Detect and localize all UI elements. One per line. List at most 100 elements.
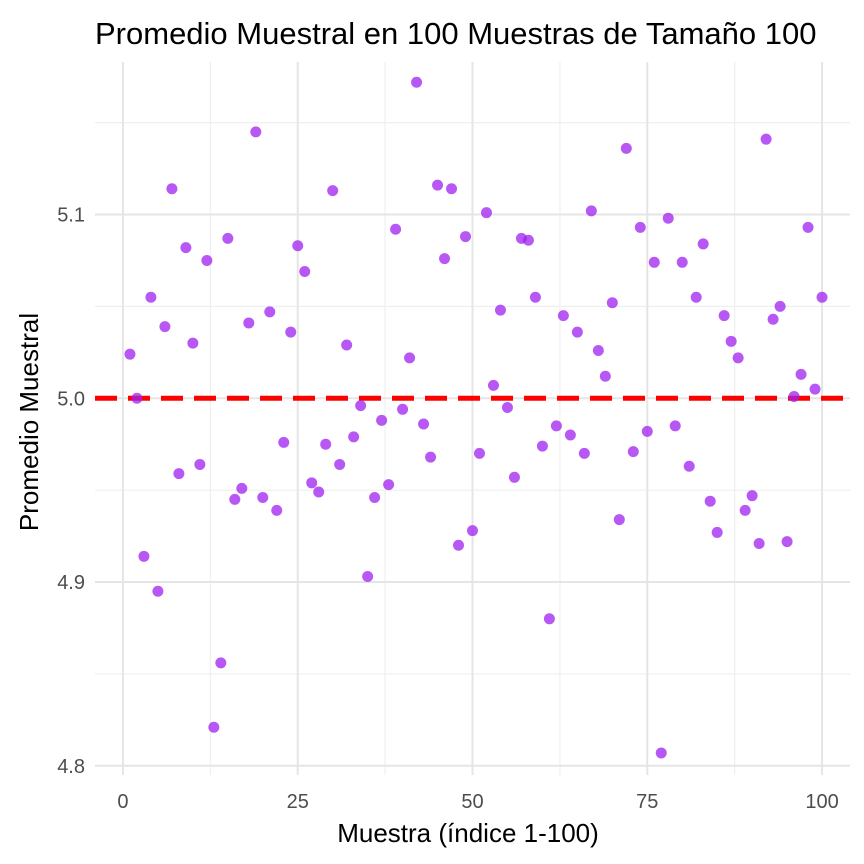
data-point bbox=[655, 747, 667, 759]
data-point bbox=[131, 392, 143, 404]
data-point bbox=[215, 657, 227, 669]
data-point bbox=[690, 291, 702, 303]
data-point bbox=[627, 446, 639, 458]
y-tick-labels: 4.8 4.9 5.0 5.1 bbox=[57, 205, 85, 778]
data-point bbox=[460, 231, 472, 243]
data-point bbox=[159, 321, 171, 333]
data-point bbox=[809, 383, 821, 395]
y-tick-label: 5.0 bbox=[57, 388, 85, 410]
data-point bbox=[292, 240, 304, 252]
data-point bbox=[648, 256, 660, 268]
data-point bbox=[250, 126, 262, 138]
y-tick-label: 4.9 bbox=[57, 572, 85, 594]
data-point bbox=[599, 370, 611, 382]
data-point bbox=[138, 550, 150, 562]
data-point bbox=[676, 256, 688, 268]
data-point bbox=[243, 317, 255, 329]
data-point bbox=[222, 232, 234, 244]
data-point bbox=[473, 447, 485, 459]
data-point bbox=[487, 379, 499, 391]
data-point bbox=[152, 585, 164, 597]
data-point bbox=[327, 185, 339, 197]
data-point bbox=[634, 221, 646, 233]
x-tick-label: 25 bbox=[287, 791, 309, 813]
data-point bbox=[725, 335, 737, 347]
data-point bbox=[208, 721, 220, 733]
data-point bbox=[760, 133, 772, 145]
data-point bbox=[746, 490, 758, 502]
data-point bbox=[501, 401, 513, 413]
chart-title: Promedio Muestral en 100 Muestras de Tam… bbox=[95, 16, 816, 51]
data-point bbox=[732, 352, 744, 364]
data-point bbox=[564, 429, 576, 441]
data-point bbox=[480, 207, 492, 219]
data-points bbox=[124, 76, 828, 759]
data-point bbox=[194, 458, 206, 470]
data-point bbox=[180, 242, 192, 254]
data-point bbox=[418, 418, 430, 430]
data-point bbox=[145, 291, 157, 303]
data-point bbox=[299, 265, 311, 277]
data-point bbox=[585, 205, 597, 217]
x-tick-label: 75 bbox=[636, 791, 658, 813]
data-point bbox=[802, 221, 814, 233]
data-point bbox=[508, 471, 520, 483]
data-point bbox=[306, 477, 318, 489]
data-point bbox=[348, 431, 360, 443]
data-point bbox=[669, 420, 681, 432]
data-point bbox=[620, 142, 632, 154]
data-point bbox=[774, 300, 786, 312]
data-point bbox=[341, 339, 353, 351]
data-point bbox=[320, 438, 332, 450]
data-point bbox=[543, 613, 555, 625]
data-point bbox=[781, 536, 793, 548]
data-point bbox=[571, 326, 583, 338]
grid-lines bbox=[95, 62, 850, 775]
data-point bbox=[683, 460, 695, 472]
data-point bbox=[390, 223, 402, 235]
data-point bbox=[711, 526, 723, 538]
data-point bbox=[522, 234, 534, 246]
data-point bbox=[439, 253, 451, 265]
y-axis-title: Promedio Muestral bbox=[14, 313, 44, 531]
data-point bbox=[278, 436, 290, 448]
x-tick-label: 100 bbox=[805, 791, 838, 813]
data-point bbox=[453, 539, 465, 551]
data-point bbox=[467, 525, 478, 537]
data-point bbox=[494, 304, 506, 316]
data-point bbox=[236, 482, 248, 494]
data-point bbox=[425, 451, 437, 463]
data-point bbox=[355, 400, 367, 412]
data-point bbox=[264, 306, 276, 318]
data-point bbox=[173, 468, 185, 480]
data-point bbox=[704, 495, 716, 507]
data-point bbox=[362, 571, 374, 583]
data-point bbox=[578, 447, 590, 459]
data-point bbox=[446, 183, 458, 195]
data-point bbox=[432, 179, 444, 191]
data-point bbox=[697, 238, 709, 250]
data-point bbox=[550, 420, 562, 432]
data-point bbox=[257, 492, 269, 504]
data-point bbox=[613, 514, 625, 526]
data-point bbox=[753, 537, 765, 549]
x-tick-label: 0 bbox=[117, 791, 128, 813]
y-tick-label: 5.1 bbox=[57, 205, 85, 227]
data-point bbox=[795, 368, 807, 380]
x-axis-title: Muestra (índice 1-100) bbox=[337, 818, 599, 848]
data-point bbox=[592, 345, 604, 357]
data-point bbox=[187, 337, 199, 349]
data-point bbox=[641, 425, 653, 437]
data-point bbox=[536, 440, 548, 452]
data-point bbox=[767, 313, 779, 325]
data-point bbox=[166, 183, 178, 195]
data-point bbox=[313, 486, 325, 498]
data-point bbox=[529, 291, 541, 303]
data-point bbox=[376, 414, 388, 426]
data-point bbox=[788, 390, 800, 402]
data-point bbox=[285, 326, 297, 338]
data-point bbox=[201, 254, 213, 266]
data-point bbox=[383, 479, 395, 491]
data-point bbox=[662, 212, 674, 224]
